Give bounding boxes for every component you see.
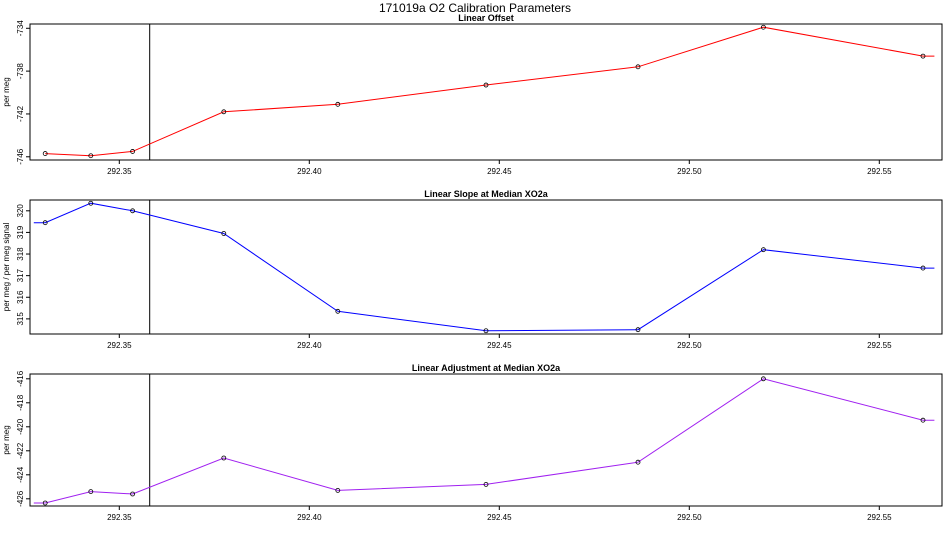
series-line [45,26,935,157]
x-tick-label: 292.45 [487,341,512,350]
x-tick-label: 292.40 [297,513,322,522]
y-tick-label: -418 [16,394,25,411]
data-point [130,149,136,154]
data-point [221,455,227,461]
plot-frame [29,23,943,161]
y-tick-label: 315 [16,312,25,326]
y-tick-label: -422 [16,442,25,459]
data-point [920,417,926,423]
data-point [483,82,489,88]
x-tick-label: 292.50 [677,513,702,522]
x-tick-label: 292.55 [867,513,892,522]
data-point [483,481,489,487]
data-point [130,208,136,214]
plot-frame [29,199,943,335]
x-tick-label: 292.55 [867,341,892,350]
y-tick-label: 320 [16,204,25,218]
y-tick-label: -426 [16,490,25,507]
data-point [88,489,94,495]
data-point [335,487,341,493]
y-tick-label: -746 [16,148,25,165]
x-tick-label: 292.50 [677,167,702,176]
data-point [42,151,48,156]
data-point [920,265,926,271]
data-point [42,500,48,506]
x-tick-label: 292.40 [297,167,322,176]
data-point [221,109,227,115]
data-point [761,376,766,382]
series-line [33,202,935,332]
x-tick-label: 292.50 [677,341,702,350]
y-axis-label: per meg [2,425,11,454]
data-point [42,220,48,226]
data-point [635,459,641,465]
y-tick-label: -738 [16,63,25,80]
data-point [635,64,641,70]
x-tick-label: 292.35 [107,167,132,176]
data-point [483,328,489,334]
y-tick-label: 318 [16,247,25,261]
y-tick-label: -742 [16,105,25,122]
panel-2: Linear Slope at Median XO2a per meg / per… [2,189,943,350]
panel-title: Linear Offset [458,13,514,23]
y-tick-label: -420 [16,418,25,435]
x-tick-label: 292.35 [107,513,132,522]
x-tick-label: 292.45 [487,513,512,522]
data-point [920,53,926,59]
y-axis-label: per meg / per meg signal [2,223,11,312]
data-point [335,101,341,107]
y-tick-label: 317 [16,268,25,282]
data-point [761,247,766,253]
data-point [221,231,227,236]
y-tick-label: 316 [16,290,25,304]
y-tick-label: 319 [16,225,25,239]
y-tick-label: -734 [16,20,25,37]
y-tick-label: -416 [16,370,25,387]
data-point [88,200,94,206]
y-axis-label: per meg [2,77,11,106]
y-tick-label: -424 [16,466,25,483]
data-point [88,153,94,159]
panel-title: Linear Slope at Median XO2a [424,189,549,199]
figure-title: 171019a O2 Calibration Parameters [379,1,571,15]
data-point [335,308,341,314]
panel-1: Linear Offset per meg -746 -742 -738 -734 292.… [2,13,943,176]
x-tick-label: 292.35 [107,341,132,350]
data-point [761,24,766,30]
panel-title: Linear Adjustment at Median XO2a [412,363,561,373]
x-tick-label: 292.45 [487,167,512,176]
data-point [635,327,641,333]
plot-frame [29,373,943,507]
data-point [130,491,136,497]
series-line [33,378,935,504]
x-tick-label: 292.40 [297,341,322,350]
x-tick-label: 292.55 [867,167,892,176]
